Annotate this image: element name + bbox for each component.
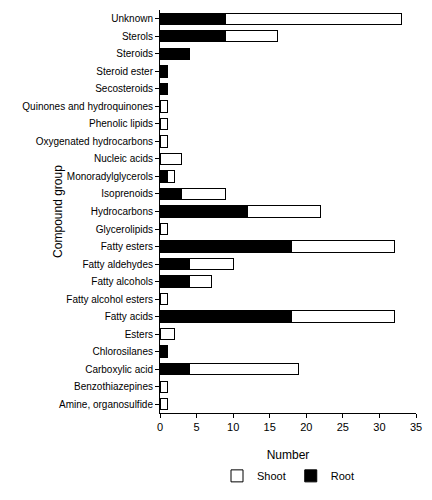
- svg-text:Fatty aldehydes: Fatty aldehydes: [82, 259, 153, 270]
- svg-text:Nucleic acids: Nucleic acids: [94, 153, 153, 164]
- svg-text:15: 15: [264, 421, 276, 433]
- svg-text:0: 0: [157, 421, 163, 433]
- svg-text:Fatty alcohol esters: Fatty alcohol esters: [66, 294, 153, 305]
- svg-text:Hydrocarbons: Hydrocarbons: [91, 206, 153, 217]
- svg-text:30: 30: [373, 421, 385, 433]
- svg-text:5: 5: [194, 421, 200, 433]
- svg-text:Compound group: Compound group: [51, 165, 65, 258]
- svg-text:Oxygenated hydrocarbons: Oxygenated hydrocarbons: [36, 136, 153, 147]
- svg-text:35: 35: [410, 421, 422, 433]
- svg-text:Steroids: Steroids: [116, 48, 153, 59]
- svg-text:Sterols: Sterols: [122, 31, 153, 42]
- svg-text:Fatty acids: Fatty acids: [105, 311, 153, 322]
- svg-text:Isoprenoids: Isoprenoids: [101, 188, 153, 199]
- svg-text:Glycerolipids: Glycerolipids: [96, 224, 153, 235]
- svg-text:Chlorosilanes: Chlorosilanes: [92, 346, 153, 357]
- svg-text:Fatty alcohols: Fatty alcohols: [91, 276, 153, 287]
- svg-text:Quinones and hydroquinones: Quinones and hydroquinones: [22, 101, 153, 112]
- svg-text:Root: Root: [331, 470, 354, 482]
- svg-text:Unknown: Unknown: [111, 13, 153, 24]
- svg-text:Carboxylic acid: Carboxylic acid: [85, 364, 153, 375]
- svg-text:25: 25: [337, 421, 349, 433]
- svg-text:10: 10: [227, 421, 239, 433]
- svg-text:Monoradylglycerols: Monoradylglycerols: [67, 171, 153, 182]
- svg-text:Phenolic lipids: Phenolic lipids: [89, 118, 153, 129]
- svg-text:Benzothiazepines: Benzothiazepines: [74, 381, 153, 392]
- svg-text:Shoot: Shoot: [257, 470, 286, 482]
- svg-text:Esters: Esters: [125, 329, 153, 340]
- svg-text:Amine, organosulfide: Amine, organosulfide: [59, 399, 153, 410]
- svg-text:Fatty esters: Fatty esters: [101, 241, 153, 252]
- svg-text:Steroid ester: Steroid ester: [96, 66, 153, 77]
- svg-text:20: 20: [300, 421, 312, 433]
- svg-text:Number: Number: [267, 448, 310, 462]
- svg-text:Secosteroids: Secosteroids: [95, 83, 153, 94]
